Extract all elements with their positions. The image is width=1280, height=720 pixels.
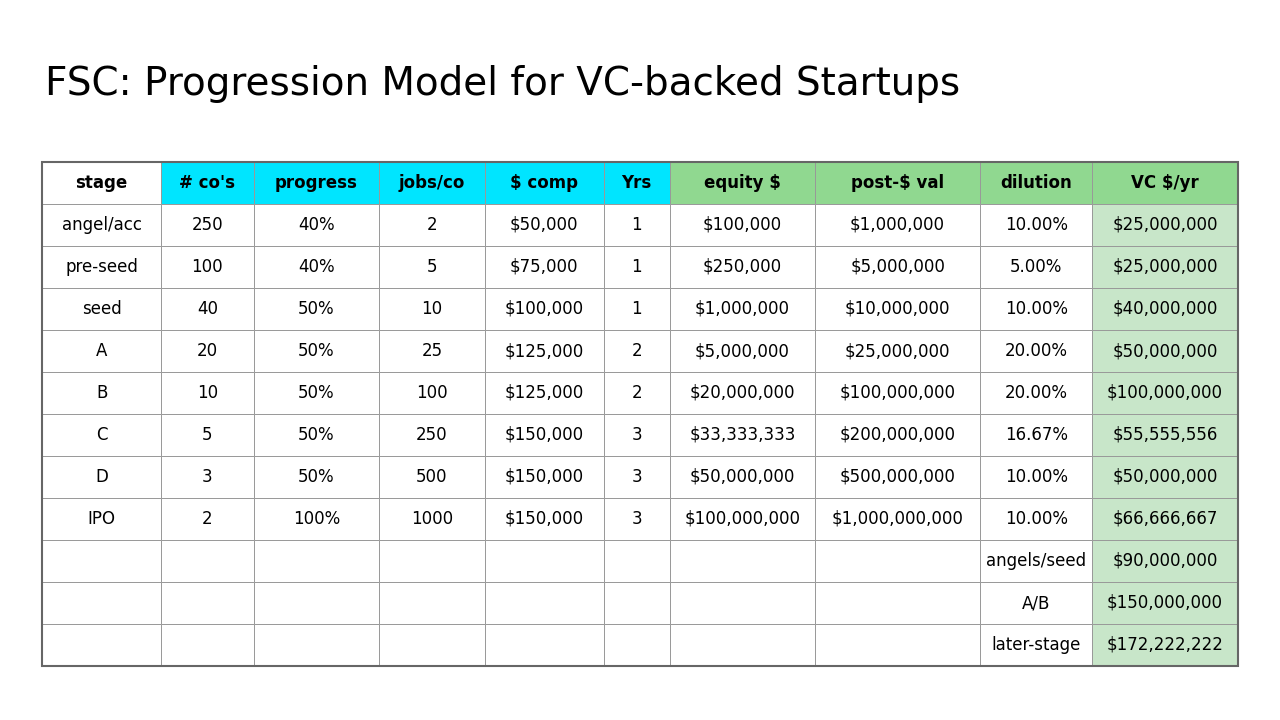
Text: 2: 2: [631, 342, 643, 360]
Text: 2: 2: [426, 216, 438, 234]
Text: 5: 5: [426, 258, 438, 276]
Text: $100,000: $100,000: [504, 300, 584, 318]
Text: $40,000,000: $40,000,000: [1112, 300, 1217, 318]
Text: 100%: 100%: [293, 510, 340, 528]
Text: $125,000: $125,000: [504, 342, 584, 360]
Text: $10,000,000: $10,000,000: [845, 300, 950, 318]
Text: Yrs: Yrs: [622, 174, 652, 192]
Text: VC $/yr: VC $/yr: [1132, 174, 1199, 192]
Text: 3: 3: [631, 510, 643, 528]
Text: 40: 40: [197, 300, 218, 318]
Text: $150,000: $150,000: [504, 510, 584, 528]
Text: B: B: [96, 384, 108, 402]
Text: $5,000,000: $5,000,000: [695, 342, 790, 360]
Text: 40%: 40%: [298, 258, 334, 276]
Text: $500,000,000: $500,000,000: [840, 468, 956, 486]
Text: $33,333,333: $33,333,333: [689, 426, 796, 444]
Text: $25,000,000: $25,000,000: [1112, 258, 1217, 276]
Text: 250: 250: [416, 426, 448, 444]
Text: 25: 25: [421, 342, 443, 360]
Text: 10: 10: [197, 384, 218, 402]
Text: stage: stage: [76, 174, 128, 192]
Text: 10.00%: 10.00%: [1005, 468, 1068, 486]
Text: 500: 500: [416, 468, 448, 486]
Text: $200,000,000: $200,000,000: [840, 426, 956, 444]
Text: 16.67%: 16.67%: [1005, 426, 1068, 444]
Text: $1,000,000: $1,000,000: [695, 300, 790, 318]
Text: 1: 1: [631, 258, 643, 276]
Text: $75,000: $75,000: [509, 258, 579, 276]
Text: later-stage: later-stage: [992, 636, 1082, 654]
Text: seed: seed: [82, 300, 122, 318]
Text: $1,000,000: $1,000,000: [850, 216, 945, 234]
Text: D: D: [95, 468, 108, 486]
Text: $66,666,667: $66,666,667: [1112, 510, 1217, 528]
Text: $25,000,000: $25,000,000: [845, 342, 950, 360]
Text: C: C: [96, 426, 108, 444]
Text: progress: progress: [275, 174, 358, 192]
Text: $50,000,000: $50,000,000: [1112, 468, 1217, 486]
Text: $150,000,000: $150,000,000: [1107, 594, 1224, 612]
Text: $90,000,000: $90,000,000: [1112, 552, 1217, 570]
Text: 5.00%: 5.00%: [1010, 258, 1062, 276]
Text: # co's: # co's: [179, 174, 236, 192]
Text: 50%: 50%: [298, 342, 334, 360]
Text: 10.00%: 10.00%: [1005, 510, 1068, 528]
Text: $1,000,000,000: $1,000,000,000: [832, 510, 964, 528]
Text: $5,000,000: $5,000,000: [850, 258, 945, 276]
Text: $150,000: $150,000: [504, 468, 584, 486]
Text: 100: 100: [192, 258, 223, 276]
Text: 20.00%: 20.00%: [1005, 342, 1068, 360]
Text: 3: 3: [631, 468, 643, 486]
Text: $ comp: $ comp: [511, 174, 579, 192]
Text: pre-seed: pre-seed: [65, 258, 138, 276]
Text: A: A: [96, 342, 108, 360]
Text: IPO: IPO: [88, 510, 115, 528]
Text: angels/seed: angels/seed: [987, 552, 1087, 570]
Text: 50%: 50%: [298, 300, 334, 318]
Text: 1: 1: [631, 216, 643, 234]
Text: $150,000: $150,000: [504, 426, 584, 444]
Text: 50%: 50%: [298, 384, 334, 402]
Text: jobs/co: jobs/co: [399, 174, 465, 192]
Text: $172,222,222: $172,222,222: [1107, 636, 1224, 654]
Text: 1: 1: [631, 300, 643, 318]
Text: dilution: dilution: [1001, 174, 1073, 192]
Text: $50,000: $50,000: [509, 216, 579, 234]
Text: 50%: 50%: [298, 468, 334, 486]
Text: 10.00%: 10.00%: [1005, 216, 1068, 234]
Text: post-$ val: post-$ val: [851, 174, 945, 192]
Text: $50,000,000: $50,000,000: [1112, 342, 1217, 360]
Text: $100,000,000: $100,000,000: [1107, 384, 1224, 402]
Text: 40%: 40%: [298, 216, 334, 234]
Text: 250: 250: [192, 216, 223, 234]
Text: $100,000,000: $100,000,000: [685, 510, 800, 528]
Text: 20.00%: 20.00%: [1005, 384, 1068, 402]
Text: $250,000: $250,000: [703, 258, 782, 276]
Text: $100,000: $100,000: [703, 216, 782, 234]
Text: 2: 2: [631, 384, 643, 402]
Text: A/B: A/B: [1023, 594, 1051, 612]
Text: $20,000,000: $20,000,000: [690, 384, 795, 402]
Text: 100: 100: [416, 384, 448, 402]
Text: 50%: 50%: [298, 426, 334, 444]
Text: 3: 3: [202, 468, 212, 486]
Text: $125,000: $125,000: [504, 384, 584, 402]
Text: 2: 2: [202, 510, 212, 528]
Text: 20: 20: [197, 342, 218, 360]
Text: 10.00%: 10.00%: [1005, 300, 1068, 318]
Text: $50,000,000: $50,000,000: [690, 468, 795, 486]
Text: $55,555,556: $55,555,556: [1112, 426, 1217, 444]
Text: $25,000,000: $25,000,000: [1112, 216, 1217, 234]
Text: 1000: 1000: [411, 510, 453, 528]
Text: 10: 10: [421, 300, 443, 318]
Text: $100,000,000: $100,000,000: [840, 384, 956, 402]
Text: angel/acc: angel/acc: [61, 216, 142, 234]
Text: 3: 3: [631, 426, 643, 444]
Text: 5: 5: [202, 426, 212, 444]
Text: equity $: equity $: [704, 174, 781, 192]
Text: FSC: Progression Model for VC-backed Startups: FSC: Progression Model for VC-backed Sta…: [45, 65, 960, 103]
